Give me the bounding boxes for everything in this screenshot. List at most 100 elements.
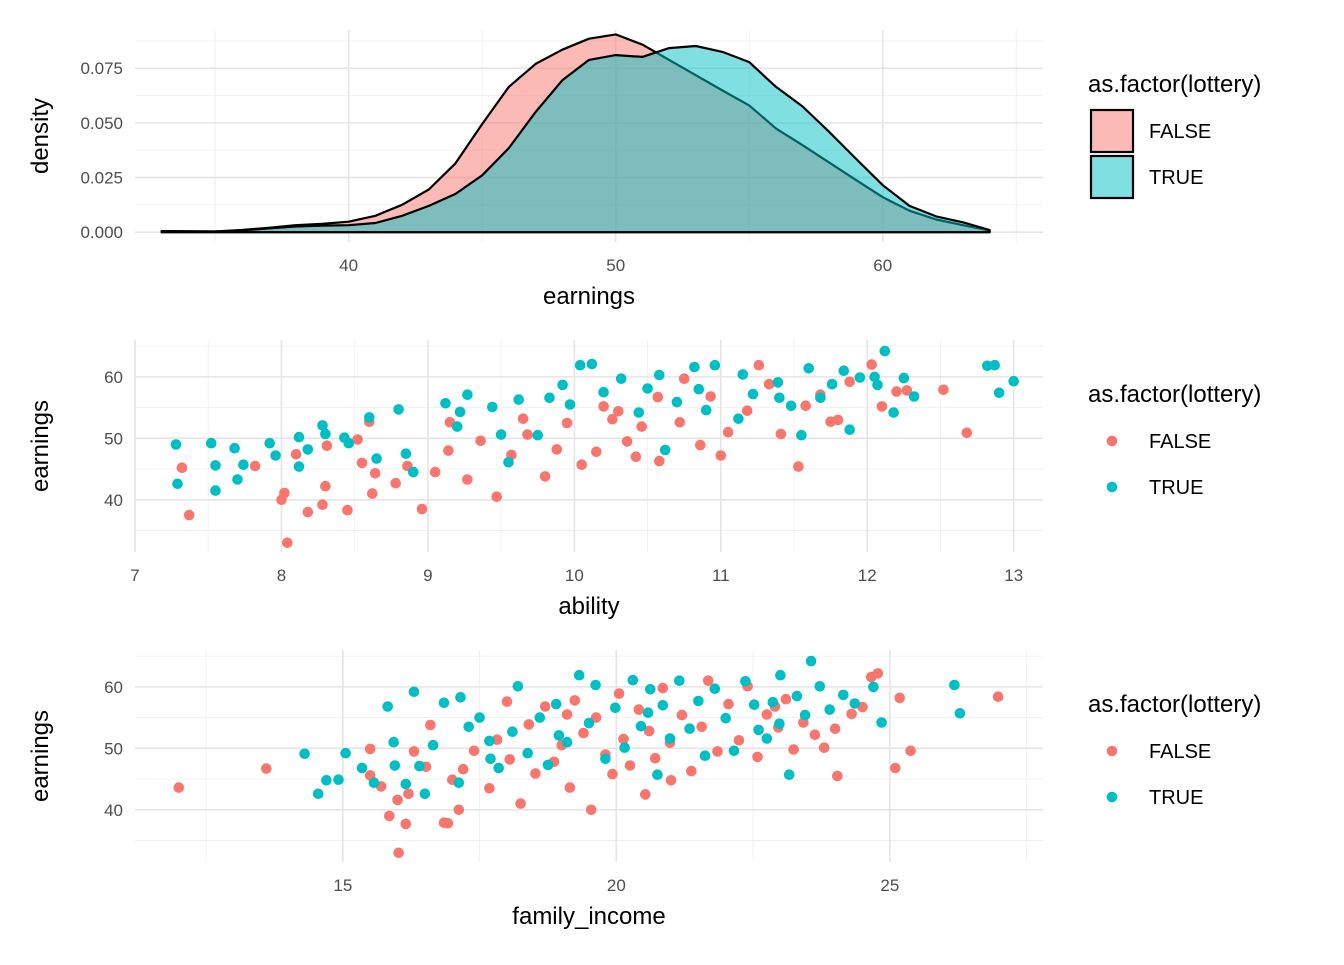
data-point [427, 739, 439, 751]
legend-key-true [1106, 791, 1118, 803]
x-axis-title: earnings [543, 283, 635, 310]
data-point [737, 369, 749, 380]
x-tick-label: 11 [712, 566, 730, 585]
data-point [635, 720, 647, 732]
data-point [598, 386, 609, 398]
data-point [838, 365, 850, 377]
data-point [270, 450, 281, 461]
legend-label-false: FALSE [1149, 121, 1211, 143]
legend: as.factor(lottery) FALSE TRUE [1088, 381, 1261, 499]
data-point [573, 669, 585, 681]
legend-title: as.factor(lottery) [1088, 691, 1261, 718]
data-point [824, 704, 835, 715]
data-point [763, 378, 775, 390]
data-point [317, 420, 328, 431]
data-point [702, 675, 714, 686]
legend: as.factor(lottery) FALSE TRUE [1088, 71, 1261, 200]
data-point [400, 818, 412, 830]
data-point [517, 413, 529, 425]
data-point [753, 359, 765, 371]
data-point [636, 421, 647, 432]
data-point [512, 681, 524, 692]
data-point [829, 723, 841, 734]
data-point [390, 477, 402, 489]
data-point [712, 746, 723, 757]
data-point [699, 750, 711, 761]
data-point [613, 688, 625, 699]
data-point [210, 485, 221, 496]
data-point [642, 707, 654, 718]
data-point [576, 459, 587, 471]
data-point [484, 783, 495, 794]
data-point [876, 401, 888, 412]
data-point [785, 400, 797, 412]
data-point [586, 358, 598, 370]
data-point [815, 392, 826, 404]
legend-title: as.factor(lottery) [1088, 381, 1261, 408]
data-point [393, 404, 404, 415]
data-point [733, 735, 745, 746]
data-point [369, 468, 381, 479]
data-point [674, 675, 685, 686]
data-point [791, 690, 803, 702]
data-point [723, 698, 734, 710]
data-point [705, 391, 716, 402]
data-point [210, 460, 221, 471]
data-point [652, 769, 663, 780]
data-point [961, 427, 973, 439]
data-point [352, 434, 363, 445]
data-point [503, 457, 514, 468]
data-point [356, 762, 368, 774]
data-point [825, 416, 836, 428]
data-point [416, 503, 428, 515]
data-point [876, 717, 887, 728]
y-tick-label: 40 [104, 491, 123, 510]
data-point [630, 451, 642, 463]
data-point [438, 697, 450, 709]
y-axis-title: earnings [27, 710, 54, 802]
data-point [854, 372, 866, 383]
data-point [607, 414, 618, 425]
data-point [775, 428, 787, 440]
data-point [741, 405, 753, 417]
data-point [938, 384, 949, 396]
data-point [898, 372, 910, 384]
data-point [282, 537, 293, 549]
data-point [615, 373, 627, 385]
data-point [553, 730, 565, 741]
data-point [170, 439, 182, 450]
data-point [312, 788, 324, 800]
data-point [400, 778, 412, 790]
data-point [844, 376, 855, 388]
data-point [780, 693, 792, 705]
data-point [891, 386, 902, 397]
legend-label-true: TRUE [1149, 167, 1203, 189]
data-point [564, 782, 576, 793]
data-point [879, 345, 891, 357]
data-point [753, 724, 764, 736]
data-point [814, 681, 826, 692]
data-point [748, 699, 760, 710]
data-point [382, 701, 394, 712]
data-point [293, 461, 305, 472]
data-point [775, 669, 786, 681]
x-tick-label: 8 [277, 566, 286, 585]
data-point [569, 695, 581, 706]
data-point [302, 444, 314, 455]
data-point [408, 466, 419, 478]
legend-key-false [1106, 745, 1118, 757]
data-point [408, 746, 420, 757]
x-tick-label: 13 [1004, 566, 1023, 585]
x-tick-label: 50 [606, 256, 625, 275]
data-point [774, 392, 785, 404]
data-point [993, 387, 1005, 399]
data-point [583, 717, 595, 729]
data-point [693, 695, 704, 707]
data-point [176, 462, 188, 474]
legend-key-true [1089, 154, 1135, 200]
density-area-true [160, 44, 991, 234]
data-point [356, 457, 368, 469]
data-point [453, 777, 465, 788]
data-point [419, 788, 431, 800]
data-point [585, 804, 597, 816]
